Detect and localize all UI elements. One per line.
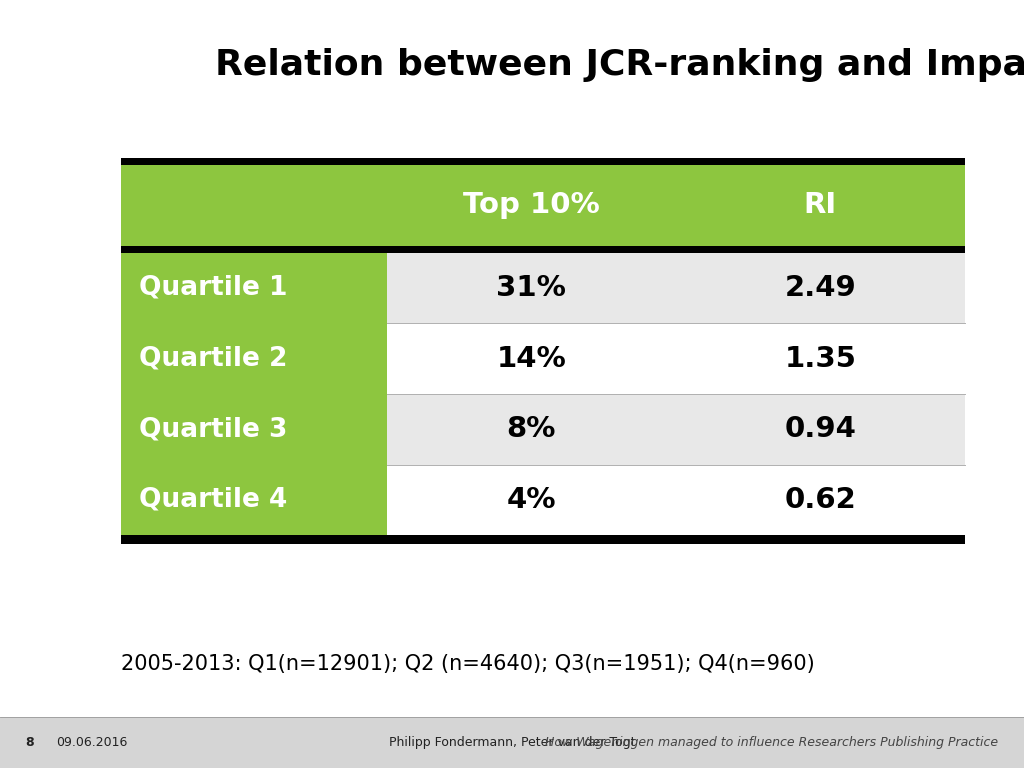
Bar [121,394,965,465]
Text: Quartile 4: Quartile 4 [139,487,288,513]
Text: 14%: 14% [497,345,566,372]
Text: Relation between JCR-ranking and Impact: Relation between JCR-ranking and Impact [215,48,1024,82]
Bar [121,535,965,545]
Text: Top 10%: Top 10% [463,191,600,220]
Text: 09.06.2016: 09.06.2016 [56,737,128,749]
Text: Philipp Fondermann, Peter van der Togt: Philipp Fondermann, Peter van der Togt [389,737,635,749]
Text: 0.94: 0.94 [784,415,856,443]
Bar [121,394,387,465]
Bar [121,253,387,323]
Bar [121,323,387,394]
Text: Quartile 3: Quartile 3 [139,416,288,442]
Text: Quartile 1: Quartile 1 [139,275,288,301]
Text: 8%: 8% [507,415,556,443]
Text: Quartile 2: Quartile 2 [139,346,288,372]
Bar [121,323,965,394]
Bar [121,465,965,535]
Text: 8: 8 [26,737,34,749]
Text: 1.35: 1.35 [784,345,856,372]
Text: RI: RI [804,191,837,220]
Text: 4%: 4% [507,486,556,514]
Text: 31%: 31% [497,274,566,302]
Bar [121,465,387,535]
Text: How Wageningen managed to influence Researchers Publishing Practice: How Wageningen managed to influence Rese… [545,737,998,749]
Bar [121,253,965,323]
Text: 2.49: 2.49 [784,274,856,302]
Bar [121,158,965,165]
Bar [121,165,965,246]
Text: 2005-2013: Q1(n=12901); Q2 (n=4640); Q3(n=1951); Q4(n=960): 2005-2013: Q1(n=12901); Q2 (n=4640); Q3(… [121,654,814,674]
Bar [0,717,1024,768]
Bar [121,246,965,253]
Text: 0.62: 0.62 [784,486,856,514]
